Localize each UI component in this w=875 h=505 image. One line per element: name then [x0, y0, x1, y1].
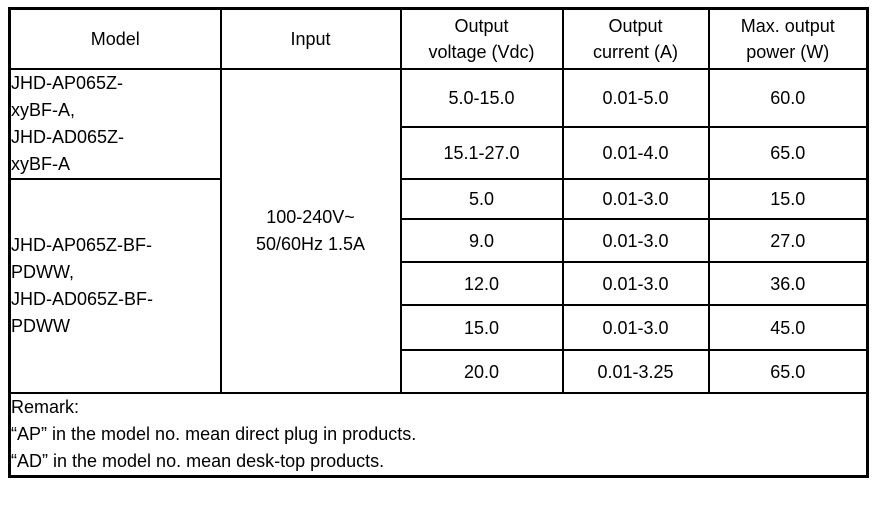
table-row: 15.0 0.01-3.0 45.0 — [10, 304, 869, 351]
output-current-cell: 0.01-3.0 — [561, 218, 710, 263]
remark-line-ap: “AP” in the model no. mean direct plug i… — [11, 424, 417, 444]
output-voltage-cell: 5.0 — [399, 178, 564, 220]
max-power-cell: 60.0 — [707, 68, 869, 128]
col-header-model: Model — [8, 7, 222, 70]
output-current-cell: 0.01-4.0 — [561, 126, 710, 180]
max-power-cell: 45.0 — [707, 304, 869, 351]
output-voltage-cell: 5.0-15.0 — [399, 68, 564, 128]
remark-cell: Remark: “AP” in the model no. mean direc… — [8, 392, 869, 478]
table-row: JHD-AP065Z-BF- PDWW, JHD-AD065Z-BF- PDWW… — [8, 178, 869, 394]
col-header-current: Output current (A) — [561, 7, 710, 70]
max-power-cell: 15.0 — [707, 178, 869, 220]
output-current-cell: 0.01-3.0 — [561, 304, 710, 351]
remark-title: Remark: — [11, 397, 80, 417]
table-row: 20.0 0.01-3.25 65.0 — [10, 349, 869, 394]
table-row: JHD-AP065Z- xyBF-A, JHD-AD065Z- xyBF-A 1… — [8, 68, 869, 394]
output-voltage-cell: 15.0 — [399, 304, 564, 351]
output-voltage-cell: 9.0 — [399, 218, 564, 263]
max-power-cell: 27.0 — [707, 218, 869, 263]
col-header-power: Max. output power (W) — [707, 7, 869, 70]
output-current-cell: 0.01-5.0 — [561, 68, 710, 128]
output-voltage-cell: 12.0 — [399, 261, 564, 306]
output-voltage-cell: 20.0 — [399, 349, 564, 394]
header-row: Model Input Output voltage (Vdc) Output … — [8, 7, 869, 70]
input-spec: 100-240V~ 50/60Hz 1.5A — [219, 68, 402, 394]
remark-line-ad: “AD” in the model no. mean desk-top prod… — [11, 451, 385, 471]
output-current-cell: 0.01-3.0 — [561, 178, 710, 220]
max-power-cell: 65.0 — [707, 349, 869, 394]
spec-table: Model Input Output voltage (Vdc) Output … — [8, 7, 869, 478]
table-row: 12.0 0.01-3.0 36.0 — [10, 261, 869, 306]
remark-row: Remark: “AP” in the model no. mean direc… — [8, 392, 869, 478]
output-voltage-cell: 15.1-27.0 — [399, 126, 564, 180]
model-group-1: JHD-AP065Z- xyBF-A, JHD-AD065Z- xyBF-A — [8, 68, 222, 180]
output-current-cell: 0.01-3.25 — [561, 349, 710, 394]
max-power-cell: 65.0 — [707, 126, 869, 180]
output-current-cell: 0.01-3.0 — [561, 261, 710, 306]
table-row: 15.1-27.0 0.01-4.0 65.0 — [10, 126, 869, 180]
table-row: 9.0 0.01-3.0 27.0 — [10, 218, 869, 263]
col-header-voltage: Output voltage (Vdc) — [399, 7, 564, 70]
model-group-2: JHD-AP065Z-BF- PDWW, JHD-AD065Z-BF- PDWW — [8, 178, 222, 394]
col-header-input: Input — [219, 7, 402, 70]
max-power-cell: 36.0 — [707, 261, 869, 306]
